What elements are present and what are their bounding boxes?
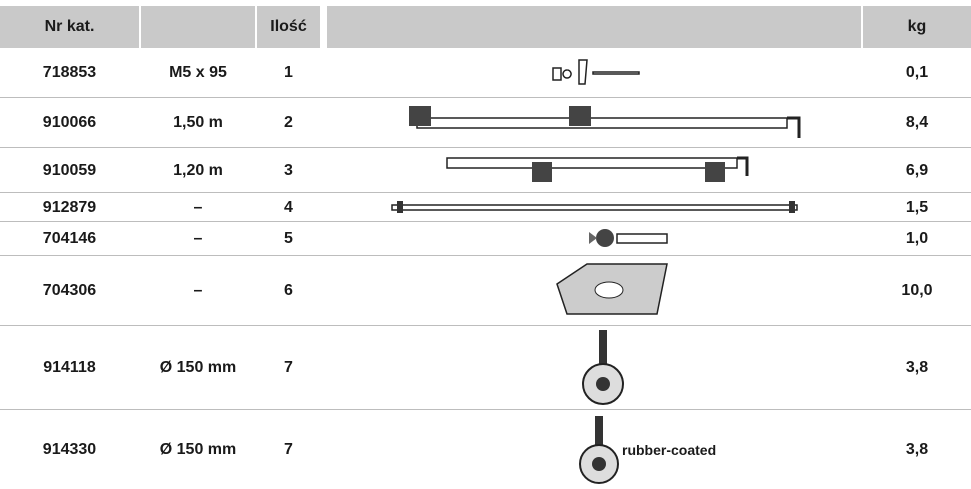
part-image — [589, 229, 668, 247]
note: rubber-coated — [622, 441, 717, 458]
row-divider — [0, 192, 971, 193]
table-cell: 4 — [284, 198, 293, 216]
header-cell — [141, 6, 255, 48]
table-cell: 3,8 — [905, 359, 929, 376]
header-cell: Ilość — [257, 6, 320, 48]
table-cell: 1 — [284, 64, 293, 81]
table-cell: Ø 150 mm — [159, 359, 237, 376]
table-cell: 704306 — [42, 282, 97, 299]
table-cell: 10,0 — [901, 282, 933, 299]
header-cell — [327, 6, 861, 48]
table-cell: 718853 — [42, 64, 97, 81]
part-image — [579, 416, 619, 484]
part-image — [446, 156, 749, 182]
table-cell: – — [193, 230, 203, 247]
table-cell: 6 — [284, 282, 293, 299]
table-cell: 1,5 — [905, 198, 929, 216]
table-cell: 3,8 — [905, 440, 929, 458]
table-cell: 0,1 — [905, 64, 929, 81]
table-cell: 2 — [284, 114, 293, 131]
table-cell: 8,4 — [905, 114, 929, 131]
table-cell: 7 — [284, 440, 293, 458]
table-cell: 1,50 m — [173, 114, 223, 131]
part-image — [391, 201, 798, 213]
row-divider — [0, 97, 971, 98]
header-cell: kg — [863, 6, 971, 48]
table-cell: 910059 — [42, 161, 97, 179]
table-cell: – — [193, 282, 203, 299]
table-cell: 914118 — [43, 359, 96, 376]
table-cell: 3 — [284, 161, 293, 179]
row-divider — [0, 409, 971, 410]
row-divider — [0, 255, 971, 256]
table-cell: – — [193, 198, 203, 216]
row-divider — [0, 325, 971, 326]
row-divider — [0, 147, 971, 148]
part-image — [582, 330, 624, 405]
part-image — [409, 106, 801, 138]
table-cell: 704146 — [42, 230, 97, 247]
table-cell: 1,0 — [905, 230, 929, 247]
table-cell: 910066 — [42, 114, 97, 131]
table-cell: 914330 — [42, 440, 97, 458]
table-cell: 7 — [284, 359, 293, 376]
table-cell: 912879 — [42, 198, 97, 216]
table-cell: M5 x 95 — [169, 64, 227, 81]
header-cell: Nr kat. — [0, 6, 139, 48]
table-cell: 1,20 m — [173, 161, 223, 179]
table-cell: 5 — [284, 230, 293, 247]
part-image — [556, 263, 668, 315]
part-image — [552, 59, 640, 85]
row-divider — [0, 221, 971, 222]
table-cell: 6,9 — [905, 161, 929, 179]
table-cell: Ø 150 mm — [159, 440, 237, 458]
